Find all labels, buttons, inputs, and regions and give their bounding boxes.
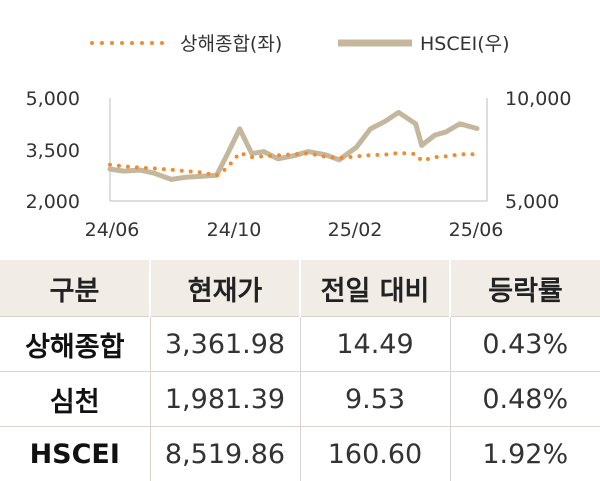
legend-label-hscei: HSCEI(우) (420, 33, 510, 55)
column-header: 등락률 (450, 260, 600, 317)
column-header: 현재가 (150, 260, 300, 317)
row-label: HSCEI (0, 427, 150, 481)
left-tick-label: 5,000 (26, 88, 80, 110)
left-tick-label: 2,000 (26, 191, 80, 213)
chart-legend: 상해종합(좌) HSCEI(우) (92, 33, 510, 55)
table-row: 심천 1,981.39 9.53 0.48% (0, 372, 600, 427)
row-label: 상해종합 (0, 317, 150, 372)
right-tick-label: 5,000 (505, 191, 559, 213)
change-cell: 160.60 (300, 427, 450, 481)
x-tick-label: 25/02 (328, 219, 383, 241)
right-axis-ticks: 10,000 5,000 (505, 88, 571, 213)
plot-frame (110, 98, 487, 201)
left-tick-label: 3,500 (26, 140, 80, 162)
rate-cell: 0.43% (450, 317, 600, 372)
x-tick-label: 24/10 (207, 219, 262, 241)
price-cell: 3,361.98 (150, 317, 300, 372)
rate-cell: 0.48% (450, 372, 600, 427)
left-axis-ticks: 5,000 3,500 2,000 (26, 88, 80, 213)
column-header: 구분 (0, 260, 150, 317)
table-row: HSCEI 8,519.86 160.60 1.92% (0, 427, 600, 481)
index-quote-table: 구분 현재가 전일 대비 등락률 상해종합 3,361.98 14.49 0.4… (0, 260, 600, 481)
index-line-chart: 상해종합(좌) HSCEI(우) 5,000 3,500 2,000 10,00… (0, 0, 600, 255)
price-cell: 1,981.39 (150, 372, 300, 427)
change-cell: 14.49 (300, 317, 450, 372)
right-tick-label: 10,000 (505, 88, 571, 110)
row-label: 심천 (0, 372, 150, 427)
rate-cell: 1.92% (450, 427, 600, 481)
table-header-row: 구분 현재가 전일 대비 등락률 (0, 260, 600, 317)
legend-label-shanghai: 상해종합(좌) (180, 33, 282, 55)
change-cell: 9.53 (300, 372, 450, 427)
x-axis-ticks: 24/06 24/10 25/02 25/06 (85, 219, 504, 241)
series-layer (110, 112, 477, 179)
x-tick-label: 25/06 (449, 219, 504, 241)
column-header: 전일 대비 (300, 260, 450, 317)
price-cell: 8,519.86 (150, 427, 300, 481)
table-row: 상해종합 3,361.98 14.49 0.43% (0, 317, 600, 372)
x-tick-label: 24/06 (85, 219, 140, 241)
